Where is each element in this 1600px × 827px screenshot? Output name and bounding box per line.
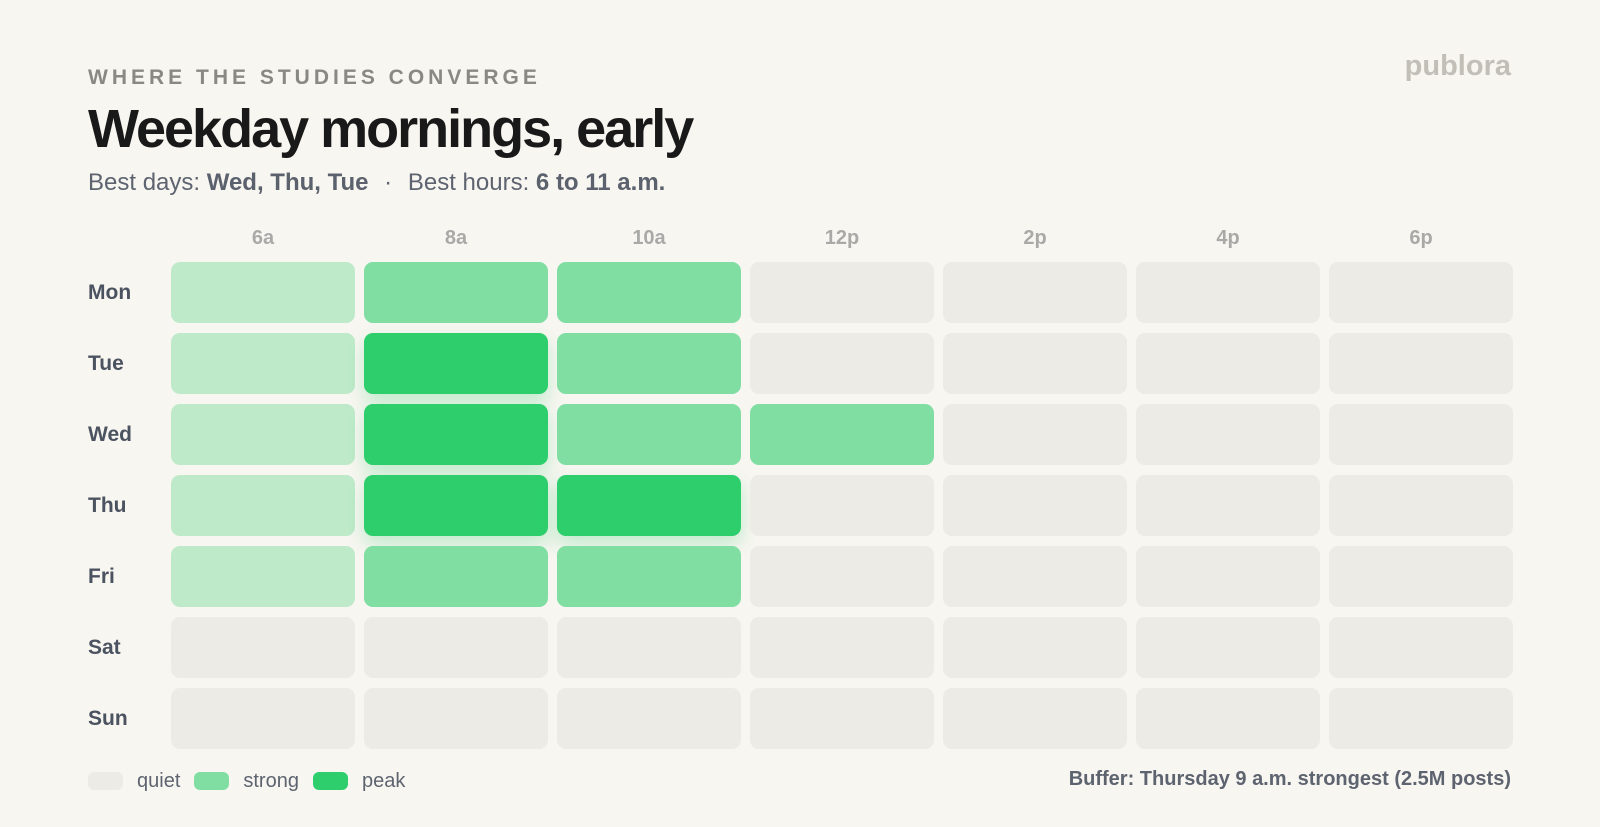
hour-label-10a: 10a (632, 227, 666, 249)
legend: quiet strong peak (88, 768, 405, 794)
heatmap-cell-tue-6p (1329, 333, 1513, 394)
heatmap-cell-mon-10a (557, 262, 741, 323)
heatmap-cell-tue-2p (943, 333, 1127, 394)
heatmap-cell-tue-4p (1136, 333, 1320, 394)
day-label-sun: Sun (88, 707, 128, 730)
heatmap-cell-sat-6a (171, 617, 355, 678)
hour-label-6a: 6a (251, 227, 275, 249)
heatmap-cell-fri-2p (943, 546, 1127, 607)
best-days-label: Best days: (88, 169, 201, 196)
subtitle: Best days: Wed, Thu, Tue · Best hours: 6… (88, 169, 665, 197)
day-label-fri: Fri (88, 565, 115, 588)
heatmap-cell-sun-6a (171, 688, 355, 749)
heatmap-cell-sat-4p (1136, 617, 1320, 678)
heatmap-cell-fri-6a (171, 546, 355, 607)
heatmap-cell-wed-6p (1329, 404, 1513, 465)
hour-label-6p: 6p (1409, 227, 1433, 249)
eyebrow: WHERE THE STUDIES CONVERGE (88, 66, 541, 89)
heatmap-cell-wed-8a (364, 404, 548, 465)
heatmap-cell-thu-10a (557, 475, 741, 536)
heatmap-cell-sun-10a (557, 688, 741, 749)
heatmap-cell-fri-6p (1329, 546, 1513, 607)
best-hours-label: Best hours: (407, 169, 530, 196)
heatmap-cell-thu-4p (1136, 475, 1320, 536)
heatmap-cell-sun-6p (1329, 688, 1513, 749)
heatmap-cell-sat-6p (1329, 617, 1513, 678)
heatmap-cell-wed-6a (171, 404, 355, 465)
legend-item-strong: strong (194, 770, 299, 793)
day-label-thu: Thu (88, 494, 127, 517)
source-note: Buffer: Thursday 9 a.m. strongest (2.5M … (1068, 768, 1511, 790)
legend-label-quiet: quiet (137, 769, 181, 792)
heatmap-cell-sun-2p (943, 688, 1127, 749)
hour-label-12p: 12p (824, 227, 860, 249)
day-label-tue: Tue (88, 352, 124, 375)
chart-title: Weekday mornings, early (88, 99, 694, 159)
heatmap-cell-fri-10a (557, 546, 741, 607)
legend-swatch-peak (312, 772, 348, 790)
heatmap-cell-thu-6p (1329, 475, 1513, 536)
day-label-mon: Mon (88, 281, 132, 304)
hour-label-2p: 2p (1023, 227, 1047, 249)
heatmap-cell-thu-8a (364, 475, 548, 536)
heatmap-cell-thu-12p (750, 475, 934, 536)
heatmap-cell-sat-10a (557, 617, 741, 678)
legend-label-peak: peak (361, 769, 406, 792)
heatmap-cell-sun-4p (1136, 688, 1320, 749)
heatmap-cell-wed-2p (943, 404, 1127, 465)
heatmap-cell-mon-2p (943, 262, 1127, 323)
heatmap-cell-tue-6a (171, 333, 355, 394)
heatmap-cell-mon-6a (171, 262, 355, 323)
legend-swatch-quiet (88, 772, 123, 790)
heatmap-cell-fri-8a (364, 546, 548, 607)
heatmap-cell-sat-12p (750, 617, 934, 678)
heatmap-cell-tue-12p (750, 333, 934, 394)
day-label-sat: Sat (88, 636, 121, 659)
heatmap-cell-thu-2p (943, 475, 1127, 536)
heatmap-cell-sun-8a (364, 688, 548, 749)
heatmap-cell-wed-12p (750, 404, 934, 465)
best-days-value: Wed, Thu, Tue (206, 169, 369, 196)
heatmap-cell-sat-2p (943, 617, 1127, 678)
heatmap-cell-thu-6a (171, 475, 355, 536)
heatmap-cell-mon-6p (1329, 262, 1513, 323)
hour-label-8a: 8a (444, 227, 468, 249)
heatmap-cell-wed-10a (557, 404, 741, 465)
heatmap-cell-mon-4p (1136, 262, 1320, 323)
heatmap-cell-fri-4p (1136, 546, 1320, 607)
heatmap-cell-mon-12p (750, 262, 934, 323)
day-label-wed: Wed (88, 423, 132, 446)
hour-label-4p: 4p (1216, 227, 1240, 249)
brand-logo: publora (1404, 50, 1511, 82)
legend-label-strong: strong (243, 769, 299, 792)
heatmap-cell-mon-8a (364, 262, 548, 323)
heatmap-cell-wed-4p (1136, 404, 1320, 465)
legend-swatch-strong (194, 772, 230, 790)
legend-item-peak: peak (312, 769, 406, 793)
legend-item-quiet: quiet (88, 770, 180, 793)
heatmap-cell-tue-8a (364, 333, 548, 394)
best-hours-value: 6 to 11 a.m. (535, 169, 666, 196)
heatmap-cell-fri-12p (750, 546, 934, 607)
heatmap-cell-sat-8a (364, 617, 548, 678)
heatmap-cell-tue-10a (557, 333, 741, 394)
heatmap-cell-sun-12p (750, 688, 934, 749)
subtitle-separator: · (384, 169, 393, 196)
